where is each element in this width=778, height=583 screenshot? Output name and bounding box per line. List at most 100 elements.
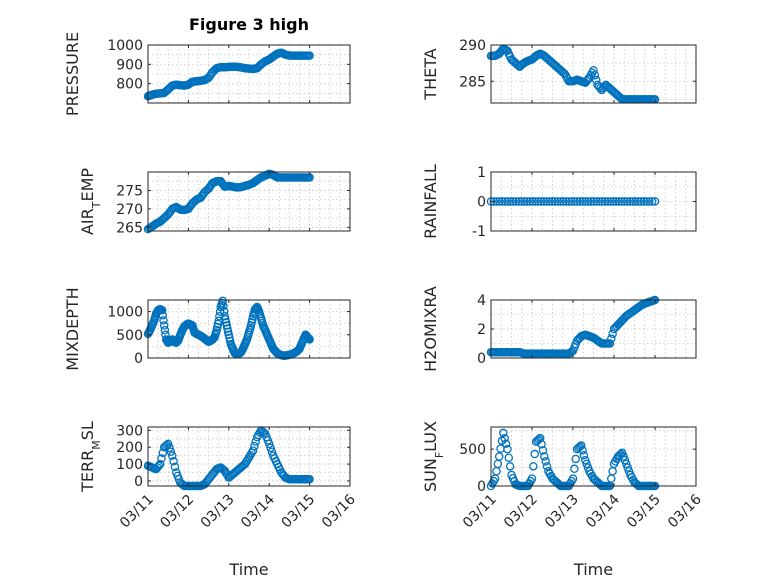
rainfall-point: [534, 197, 543, 206]
rainfall-point: [531, 197, 540, 206]
mixdepth-panel: 0 500 1000 MIXDEPTH: [63, 287, 351, 371]
sun_flux-point: [504, 453, 514, 462]
sun_flux-point: [622, 459, 631, 469]
mixdepth-point: [246, 321, 256, 330]
air_temp-ytick-label: 265: [116, 220, 143, 236]
rainfall-point: [545, 197, 554, 206]
rainfall-point: [559, 197, 568, 206]
mixdepth-point: [225, 333, 234, 343]
rainfall-point: [586, 197, 596, 206]
h2omixra-ytick-label: 4: [477, 293, 486, 309]
rainfall-point: [489, 197, 499, 206]
rainfall-point: [578, 197, 587, 206]
rainfall-point: [542, 197, 551, 206]
mixdepth-point: [221, 315, 230, 324]
sun_flux-point: [537, 439, 546, 449]
rainfall-ytick-label: 1: [477, 165, 486, 181]
rainfall-point: [528, 197, 537, 206]
rainfall-point: [550, 197, 560, 206]
mixdepth-point: [213, 322, 222, 332]
rainfall-point: [592, 197, 601, 206]
sun_flux-panel: 0 500 SUNFLUX 03/11 03/12 03/13 03/14 03/15 03/1…: [421, 421, 705, 579]
terr_msl-point: [264, 439, 274, 449]
rainfall-point: [647, 197, 657, 206]
terr_msl-point: [169, 457, 178, 466]
rainfall-panel: -1 0 1 RAINFALL: [421, 164, 697, 240]
sun_flux-point: [530, 449, 539, 459]
mixdepth-point: [247, 318, 256, 327]
rainfall-point: [628, 197, 638, 206]
rainfall-point: [600, 197, 610, 206]
h2omixra-point: [567, 347, 576, 356]
terr_msl-point: [161, 441, 170, 451]
pressure-point: [305, 51, 314, 60]
rainfall-point: [522, 197, 532, 206]
terr_msl-point: [167, 451, 177, 460]
sun_flux-point: [527, 474, 537, 483]
mixdepth-axes-box: [147, 299, 351, 359]
rainfall-point: [547, 197, 557, 206]
rainfall-point: [597, 197, 607, 206]
mixdepth-point: [221, 318, 231, 327]
theta-ylabel: THETA: [421, 48, 440, 100]
terr_msl-xtick-label: 03/14: [238, 491, 278, 531]
terr_msl-point: [266, 443, 275, 453]
theta-panel: 285 290 THETA: [421, 38, 697, 104]
rainfall-point: [639, 197, 649, 206]
mixdepth-point: [212, 325, 221, 335]
rainfall-point: [503, 197, 512, 206]
sun_flux-point: [619, 452, 628, 461]
theta-point: [589, 66, 598, 75]
sun_flux-point: [540, 452, 549, 461]
rainfall-point: [564, 197, 574, 206]
pressure-ytick-label: 800: [116, 77, 143, 93]
terr_msl-axes-box: [147, 426, 351, 487]
rainfall-point: [614, 197, 624, 206]
figure-title: Figure 3 high: [189, 15, 309, 34]
rainfall-point: [642, 197, 651, 206]
sun_flux-point: [500, 434, 509, 443]
mixdepth-point: [160, 325, 170, 335]
air_temp-panel: 265 270 275 AIRTEMP: [78, 168, 351, 236]
h2omixra-ytick-label: 2: [477, 322, 486, 338]
rainfall-point: [634, 197, 643, 206]
h2omixra-ytick-label: 0: [477, 351, 486, 367]
mixdepth-ylabel: MIXDEPTH: [63, 287, 82, 370]
h2omixra-panel: 0 2 4 H2OMIXRA: [421, 286, 697, 372]
sun_flux-point: [494, 452, 504, 461]
air_temp-ytick-label: 270: [116, 202, 143, 218]
rainfall-point: [514, 197, 524, 206]
rainfall-ytick-label: -1: [472, 224, 486, 240]
mixdepth-point: [219, 306, 229, 316]
rainfall-ytick-label: 0: [477, 195, 486, 211]
sun_flux-ytick-label: 500: [459, 442, 486, 458]
sun_flux-point: [538, 446, 548, 455]
sun_flux-point: [571, 454, 580, 464]
rainfall-point: [645, 197, 654, 206]
rainfall-point: [631, 197, 640, 206]
mixdepth-point: [158, 311, 168, 320]
sun_flux-point: [534, 435, 544, 444]
terr_msl-ytick-label: 300: [116, 423, 143, 439]
h2omixra-point: [605, 339, 615, 348]
mixdepth-ytick-label: 1000: [107, 305, 143, 321]
sun_flux-xtick-label: 03/12: [501, 492, 541, 532]
terr_msl-xtick-label: 03/15: [279, 492, 319, 532]
mixdepth-point: [220, 311, 230, 321]
air_temp-ytick-label: 275: [116, 183, 143, 199]
rainfall-point: [511, 197, 521, 206]
sun_flux-point: [616, 449, 626, 459]
rainfall-point: [625, 197, 635, 206]
sun_flux-point: [529, 462, 538, 471]
rainfall-point: [495, 197, 504, 206]
sun_flux-point: [623, 463, 632, 472]
rainfall-point: [584, 197, 593, 206]
sun_flux-point: [501, 439, 511, 448]
sun_flux-point: [581, 455, 590, 465]
terr_msl-xlabel: Time: [228, 560, 268, 579]
sun_flux-point: [579, 451, 589, 460]
sun_flux-point: [535, 433, 545, 443]
sun_flux-axes-box: [490, 426, 697, 487]
terr_msl-point: [155, 459, 165, 469]
